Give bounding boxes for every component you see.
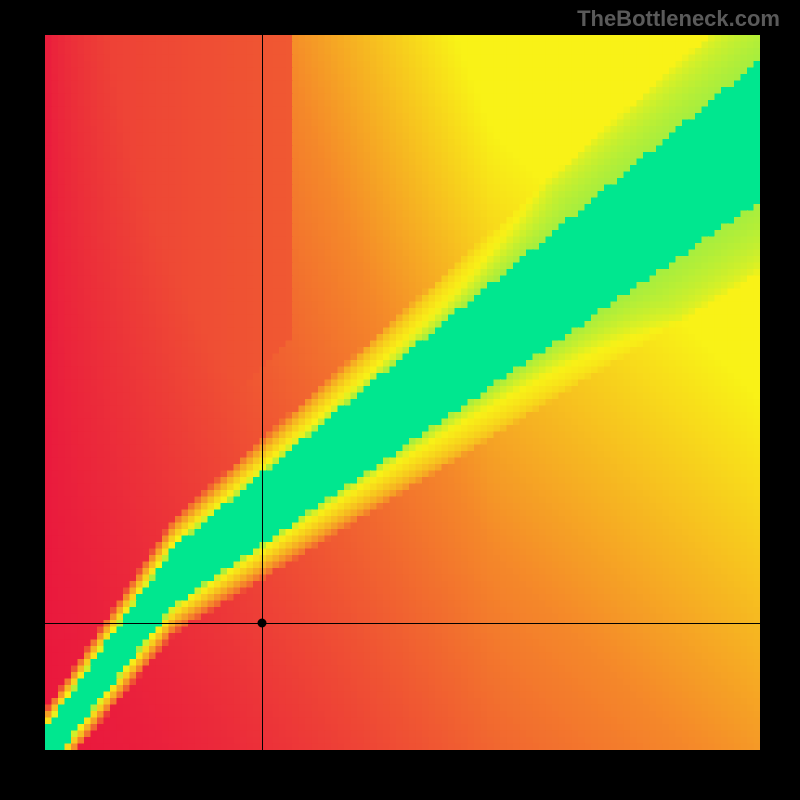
bottleneck-heatmap-chart	[45, 35, 760, 750]
data-point-marker	[257, 618, 266, 627]
watermark-text: TheBottleneck.com	[577, 6, 780, 32]
crosshair-vertical	[262, 35, 263, 750]
heatmap-canvas	[45, 35, 760, 750]
crosshair-horizontal	[45, 623, 760, 624]
